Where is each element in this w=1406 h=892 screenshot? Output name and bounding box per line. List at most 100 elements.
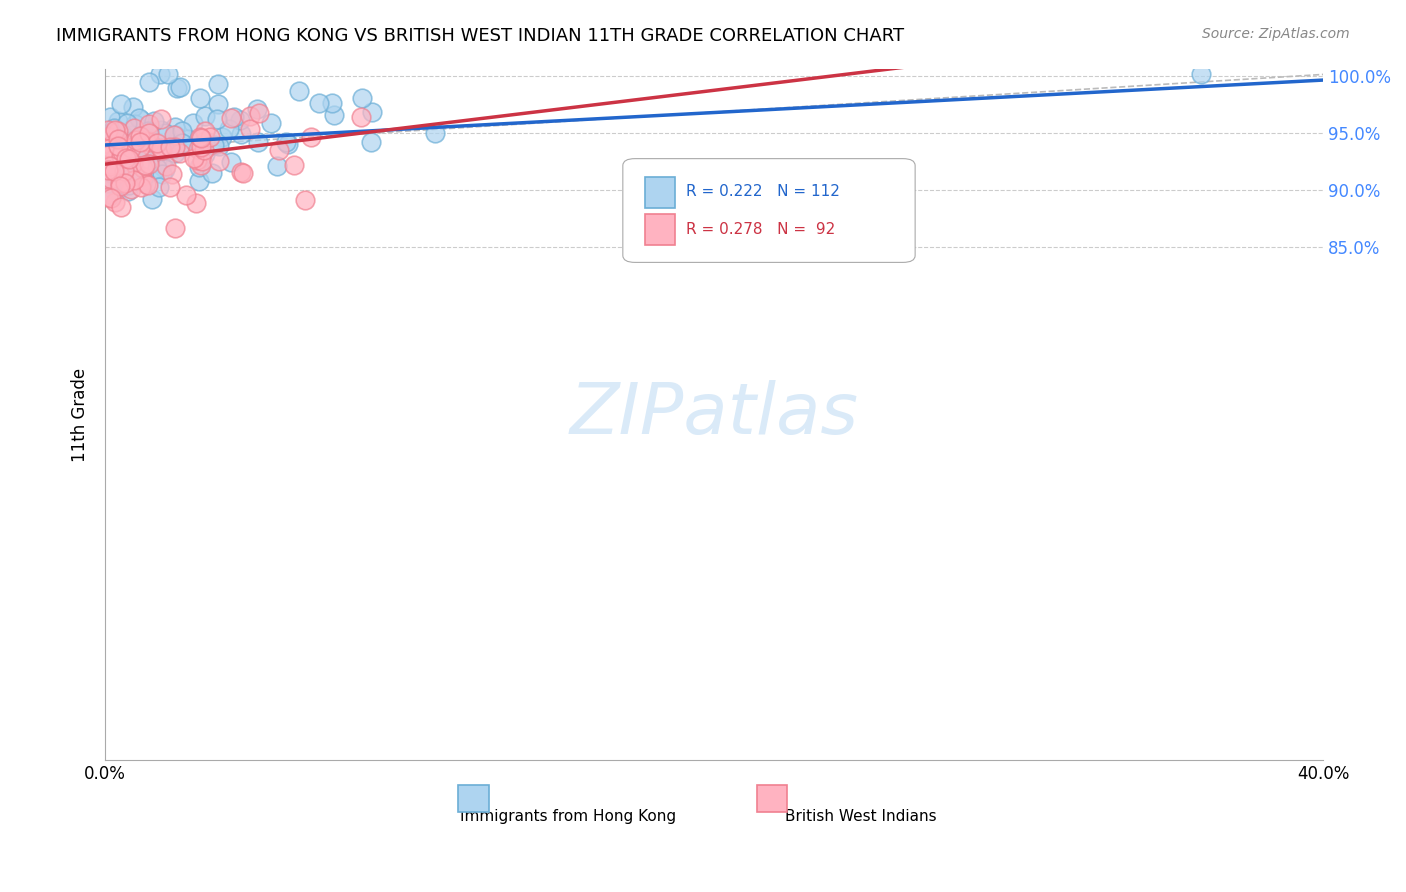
Point: [107, 113, 129, 128]
Point: [128, 130, 150, 145]
Point: [129, 112, 152, 127]
Point: [97, 130, 120, 145]
Point: [149, 67, 172, 81]
Point: [107, 139, 129, 153]
Point: [208, 139, 231, 153]
Point: [101, 182, 124, 196]
Point: [423, 126, 446, 140]
Point: [107, 136, 129, 151]
Point: [247, 106, 270, 120]
Text: ZIPatlas: ZIPatlas: [569, 380, 859, 449]
Text: Source: ZipAtlas.com: Source: ZipAtlas.com: [1202, 27, 1350, 41]
Point: [299, 129, 322, 144]
FancyBboxPatch shape: [623, 159, 915, 262]
Point: [207, 77, 229, 91]
Point: [131, 161, 153, 176]
Point: [129, 141, 152, 155]
Point: [98, 162, 121, 177]
Point: [188, 90, 211, 104]
Point: [194, 134, 217, 148]
Point: [114, 177, 136, 191]
Point: [97, 149, 120, 163]
Point: [181, 116, 204, 130]
Point: [122, 173, 145, 187]
Point: [104, 141, 127, 155]
Point: [100, 134, 122, 148]
Point: [202, 138, 225, 153]
Point: [120, 133, 142, 147]
Point: [187, 160, 209, 174]
Point: [156, 67, 179, 81]
Point: [97, 163, 120, 178]
Point: [148, 180, 170, 194]
Point: [172, 124, 194, 138]
Point: [110, 200, 132, 214]
Point: [159, 179, 181, 194]
Point: [101, 187, 124, 202]
Point: [136, 178, 159, 192]
Point: [138, 126, 160, 140]
Point: [361, 105, 384, 120]
Point: [110, 96, 132, 111]
Point: [245, 103, 267, 117]
Point: [107, 138, 129, 153]
Point: [163, 139, 186, 153]
Point: [163, 120, 186, 135]
Point: [111, 128, 134, 142]
Point: [190, 158, 212, 172]
Point: [97, 134, 120, 148]
Point: [146, 161, 169, 176]
Point: [98, 159, 121, 173]
Point: [150, 123, 173, 137]
Point: [267, 143, 290, 157]
Point: [111, 136, 134, 150]
Point: [163, 128, 186, 142]
Point: [159, 140, 181, 154]
Point: [198, 129, 221, 144]
Point: [187, 142, 209, 156]
Point: [100, 191, 122, 205]
FancyBboxPatch shape: [458, 785, 489, 813]
Point: [266, 159, 288, 173]
Point: [108, 179, 131, 194]
Point: [150, 142, 173, 156]
Point: [165, 136, 187, 150]
Point: [194, 109, 217, 123]
Point: [150, 167, 173, 181]
Point: [103, 121, 125, 136]
Point: [194, 123, 217, 137]
Point: [183, 151, 205, 165]
Point: [111, 145, 134, 159]
Point: [100, 157, 122, 171]
Point: [105, 161, 128, 175]
Point: [125, 133, 148, 147]
Point: [97, 173, 120, 187]
Point: [155, 162, 177, 177]
Point: [115, 116, 138, 130]
Point: [114, 139, 136, 153]
Point: [110, 153, 132, 167]
Point: [360, 135, 382, 149]
Point: [231, 128, 253, 142]
Point: [120, 141, 142, 155]
Point: [131, 174, 153, 188]
Point: [219, 154, 242, 169]
Point: [124, 120, 146, 135]
Point: [142, 113, 165, 128]
Point: [308, 95, 330, 110]
Point: [165, 221, 187, 235]
FancyBboxPatch shape: [645, 214, 675, 245]
Point: [321, 95, 343, 110]
Point: [108, 166, 131, 180]
Point: [1189, 67, 1212, 81]
Point: [138, 75, 160, 89]
Point: [166, 80, 188, 95]
Point: [108, 174, 131, 188]
Point: [150, 159, 173, 173]
Point: [97, 148, 120, 162]
Point: [201, 166, 224, 180]
Point: [107, 131, 129, 145]
Point: [260, 116, 283, 130]
Point: [110, 149, 132, 163]
Point: [114, 151, 136, 165]
